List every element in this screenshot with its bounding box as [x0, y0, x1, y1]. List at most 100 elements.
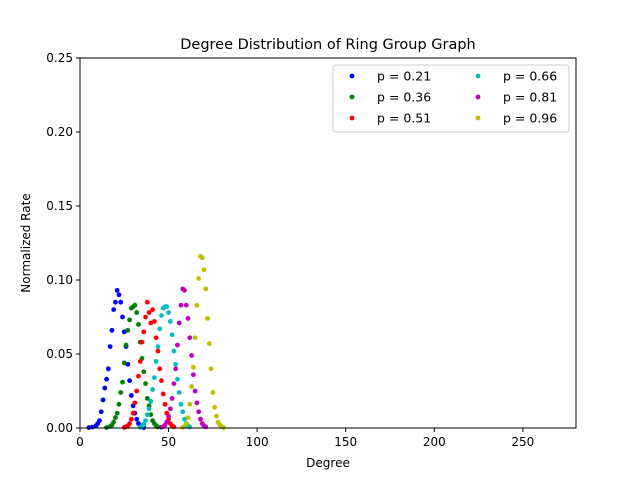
data-point: [167, 406, 173, 412]
legend-box: [332, 64, 570, 133]
data-point: [107, 344, 113, 349]
data-point: [183, 302, 189, 308]
legend-marker: [349, 73, 355, 79]
data-point: [150, 387, 156, 392]
data-point: [128, 393, 134, 398]
data-point: [173, 366, 179, 372]
data-point: [125, 327, 131, 333]
y-tick-label: 0.15: [46, 199, 73, 213]
data-point: [111, 419, 117, 425]
x-tick-label: 250: [511, 435, 534, 449]
data-point: [178, 302, 184, 308]
data-point: [167, 319, 173, 324]
data-point: [141, 329, 147, 335]
data-point: [189, 353, 195, 358]
data-point: [113, 299, 118, 305]
data-point: [132, 400, 138, 406]
data-point: [100, 397, 106, 403]
data-point: [176, 320, 182, 326]
data-point: [185, 415, 191, 421]
x-axis-label: Degree: [306, 456, 350, 470]
data-point: [153, 335, 159, 341]
data-point: [210, 390, 216, 395]
data-point: [141, 369, 147, 375]
data-point: [148, 398, 154, 404]
legend-label: p = 0.36: [377, 90, 431, 105]
data-point: [116, 292, 122, 298]
data-point: [104, 376, 109, 382]
y-tick-label: 0.05: [46, 347, 73, 361]
data-point: [189, 384, 195, 389]
data-point: [157, 366, 163, 372]
data-point: [203, 286, 209, 292]
data-point: [155, 348, 161, 354]
data-point: [146, 310, 152, 315]
data-point: [98, 409, 104, 415]
legend: p = 0.21 p = 0.36 p = 0.51 p = 0.66 p = 0.81…: [332, 64, 570, 133]
data-point: [192, 388, 198, 394]
data-point: [201, 267, 207, 273]
data-point: [182, 287, 187, 293]
data-point: [132, 302, 138, 308]
data-point: [114, 287, 120, 293]
data-point: [159, 378, 164, 384]
data-point: [194, 400, 200, 406]
data-point: [127, 317, 132, 323]
data-point: [160, 391, 166, 397]
series-3: [121, 299, 177, 430]
data-point: [113, 415, 118, 421]
data-point: [111, 307, 117, 312]
data-point: [152, 375, 157, 381]
data-point: [150, 307, 156, 312]
data-point: [194, 302, 200, 308]
x-tick-label: 0: [76, 435, 84, 449]
data-point: [203, 424, 209, 430]
data-point: [166, 413, 171, 419]
data-point: [187, 424, 193, 430]
data-point: [180, 409, 186, 415]
y-axis-ticks: 0.00 0.05 0.10 0.15 0.20 0.25: [46, 51, 80, 435]
data-point: [121, 360, 127, 366]
data-point: [157, 326, 163, 332]
legend-label: p = 0.66: [503, 69, 557, 84]
data-point: [196, 409, 202, 415]
data-point: [127, 421, 132, 426]
data-point: [208, 366, 214, 372]
data-point: [178, 401, 184, 407]
x-axis-ticks: 0 50 100 150 200 250: [76, 428, 534, 449]
data-point: [187, 401, 193, 407]
data-point: [134, 416, 140, 422]
data-point: [127, 378, 132, 384]
data-point: [171, 381, 177, 386]
data-point: [214, 413, 219, 419]
data-point: [116, 401, 122, 407]
data-point: [153, 359, 159, 364]
data-point: [166, 310, 171, 315]
x-tick-label: 150: [334, 435, 357, 449]
data-point: [164, 419, 170, 425]
data-point: [118, 390, 124, 395]
data-point: [155, 344, 161, 349]
x-tick-label: 100: [246, 435, 269, 449]
x-tick-label: 200: [423, 435, 446, 449]
data-point: [123, 342, 129, 348]
data-point: [190, 372, 196, 378]
data-point: [134, 310, 140, 315]
y-tick-label: 0.20: [46, 125, 73, 139]
data-point: [128, 416, 134, 422]
data-point: [120, 379, 125, 385]
data-point: [159, 313, 164, 318]
data-point: [144, 396, 150, 401]
data-point: [137, 359, 143, 364]
data-point: [136, 373, 141, 379]
data-point: [187, 335, 193, 341]
data-point: [198, 416, 203, 422]
data-point: [102, 385, 108, 391]
data-point: [162, 401, 168, 407]
legend-label: p = 0.21: [377, 69, 431, 84]
data-point: [173, 361, 179, 367]
y-axis-label: Normalized Rate: [19, 193, 33, 292]
data-point: [196, 276, 202, 281]
data-point: [148, 412, 154, 418]
